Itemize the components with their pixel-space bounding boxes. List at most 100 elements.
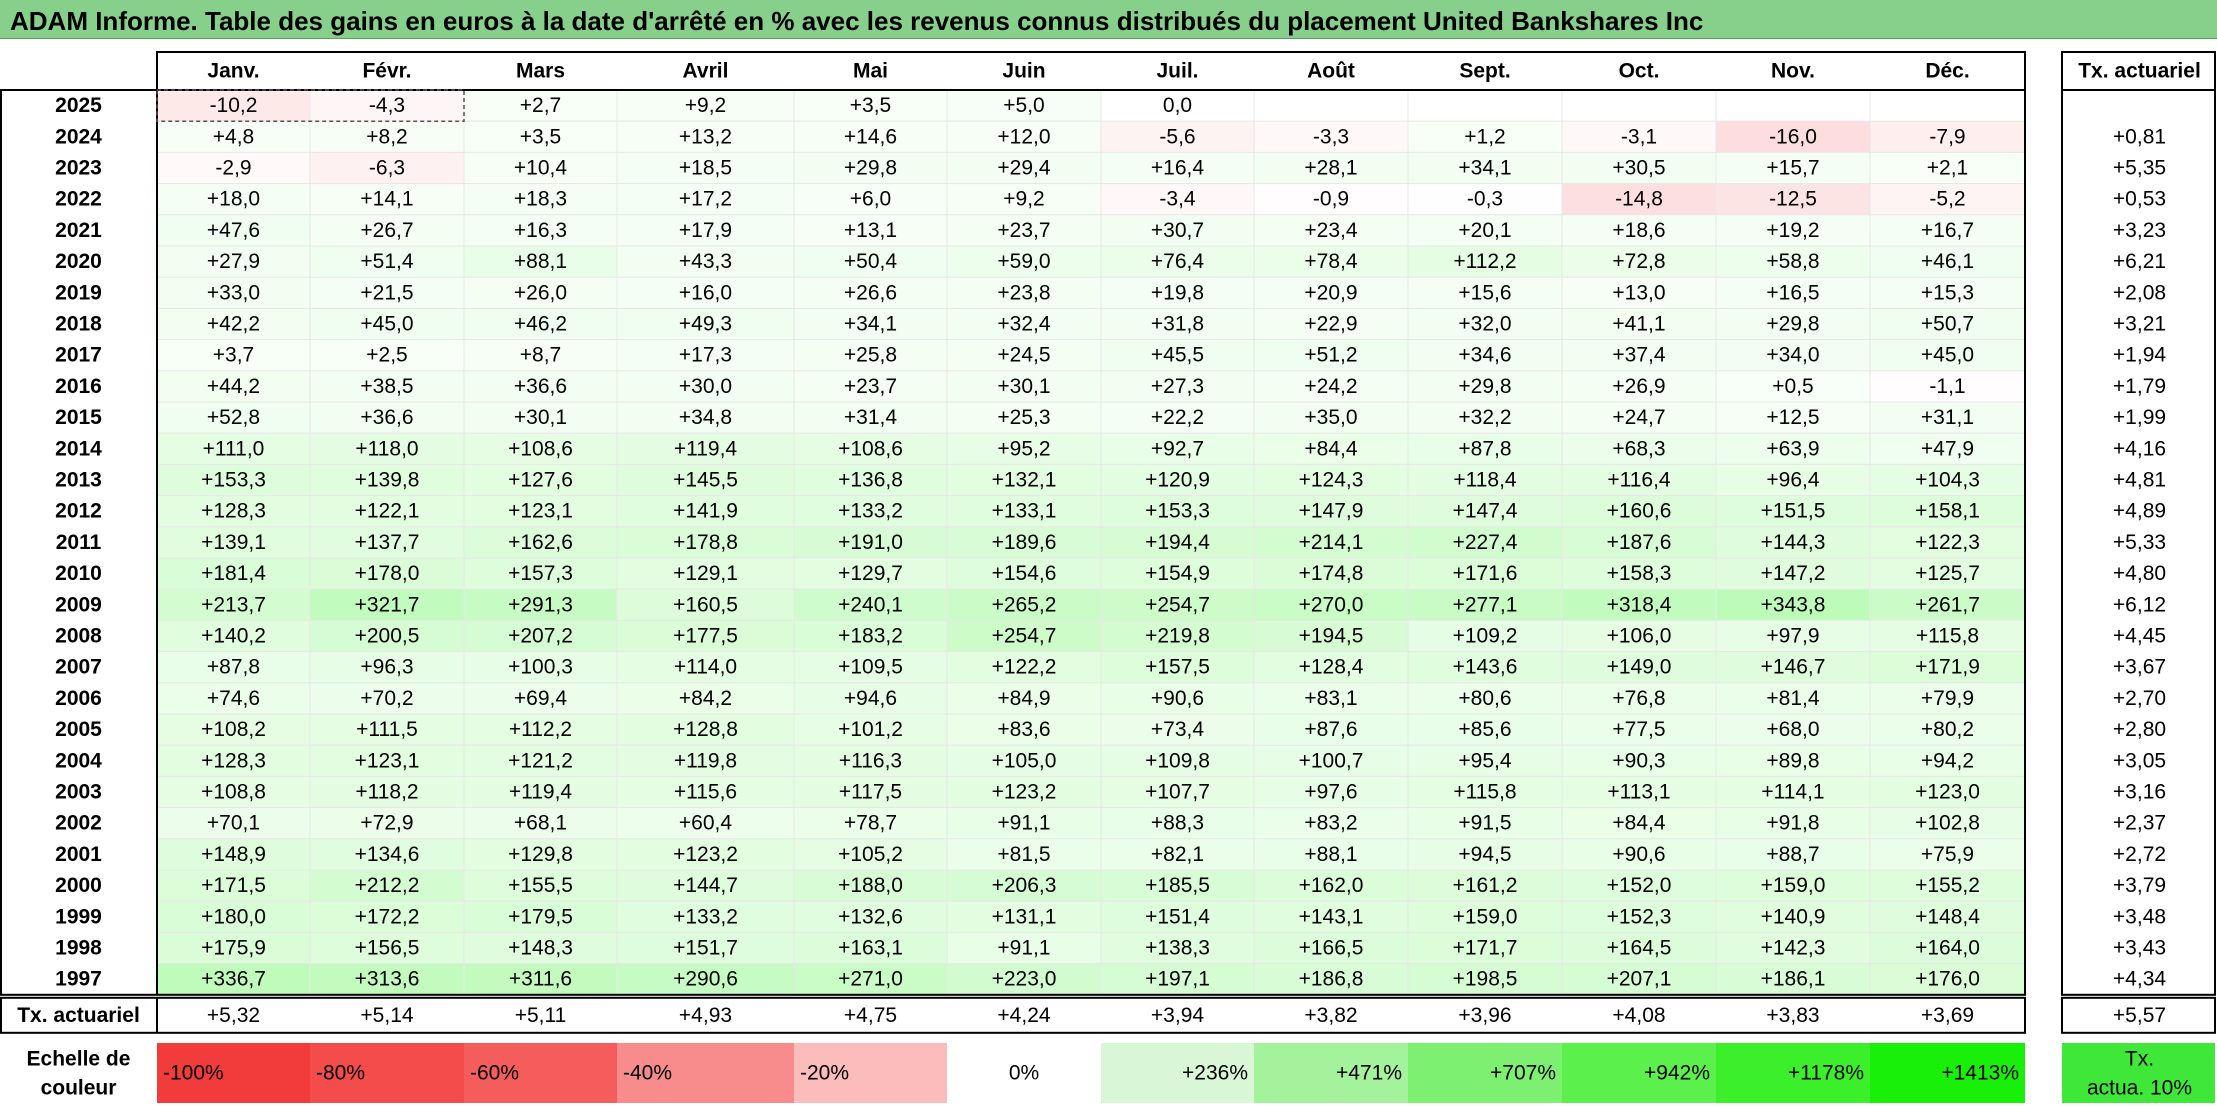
cell: [309, 744, 465, 777]
cell: [1100, 120, 1255, 153]
cell-value: +140,2: [201, 625, 266, 648]
row-rate: +6,21: [2113, 250, 2166, 273]
scale-label-item-1: -80%: [316, 1062, 365, 1085]
cell-value: +123,2: [992, 781, 1057, 804]
cell-value: +147,2: [1761, 562, 1826, 585]
cell-value: +59,0: [997, 250, 1050, 273]
cell-value: +78,7: [844, 812, 897, 835]
row-year: 2009: [55, 593, 102, 616]
cell: [946, 432, 1102, 465]
cell-value: +212,2: [355, 874, 420, 897]
cell: [1561, 89, 1717, 122]
cell-value: +158,1: [1915, 500, 1980, 523]
cell-value: +161,2: [1453, 874, 1518, 897]
cell: [1869, 682, 2026, 715]
cell: [946, 588, 1102, 621]
cell-value: +18,6: [1612, 219, 1665, 242]
footer-value-9: +4,08: [1612, 1004, 1665, 1027]
cell: [309, 276, 465, 309]
cell: [1253, 900, 1409, 933]
cell-value: +171,6: [1453, 562, 1518, 585]
row-year: 2016: [55, 375, 102, 398]
row-rate: +3,16: [2113, 781, 2166, 804]
cell: [309, 339, 465, 372]
cell-value: +94,5: [1458, 843, 1511, 866]
scale-swatch-6: [1101, 1043, 1254, 1103]
cell-value: +125,7: [1915, 562, 1980, 585]
footer-value-10: +3,83: [1766, 1004, 1819, 1027]
cell-value: +78,4: [1304, 250, 1357, 273]
cell-value: +128,3: [201, 500, 266, 523]
cell-value: +116,3: [839, 749, 902, 772]
cell: [946, 120, 1102, 153]
cell-value: +113,1: [1607, 781, 1670, 804]
cell-value: +10,4: [514, 157, 567, 180]
cell: [1100, 557, 1255, 590]
cell-value: +174,8: [1299, 562, 1364, 585]
cell: [463, 775, 618, 809]
cell: [946, 307, 1102, 341]
scale-label-item-7: +471%: [1336, 1062, 1402, 1085]
cell: [1561, 276, 1717, 309]
cell: [1253, 557, 1409, 590]
cell-value: +108,6: [838, 437, 903, 460]
cell-value: +14,1: [360, 188, 413, 211]
cell: [1100, 869, 1255, 902]
cell: [1715, 276, 1871, 309]
cell: [793, 120, 948, 153]
cell-value: +30,5: [1612, 157, 1665, 180]
cell-value: +9,2: [1003, 188, 1044, 211]
cell-value: +318,4: [1607, 593, 1672, 616]
month-header-4: Mai: [853, 60, 888, 83]
rate-column-border: [2061, 89, 2216, 996]
cell: [463, 713, 618, 746]
cell: [1100, 744, 1255, 777]
cell-value: +94,2: [1921, 749, 1974, 772]
scale-label-item-3: -40%: [623, 1062, 672, 1085]
cell-value: +50,7: [1921, 313, 1974, 336]
cell-value: +37,4: [1612, 344, 1665, 367]
cell-value: +119,4: [509, 781, 573, 804]
cell-value: +140,9: [1761, 905, 1826, 928]
cell-value: +45,0: [360, 313, 413, 336]
row-rate: +2,72: [2113, 843, 2166, 866]
cell: [309, 120, 465, 153]
cell: [946, 214, 1102, 247]
cell: [1253, 370, 1409, 403]
month-header-6: Juil.: [1156, 60, 1198, 83]
cell: [463, 151, 618, 185]
cell: [793, 463, 948, 497]
cell: [1253, 214, 1409, 247]
cell: [1100, 245, 1255, 278]
cell-value: +96,3: [360, 656, 413, 679]
cell-value: +162,6: [508, 531, 573, 554]
cell: [1407, 931, 1563, 965]
cell-value: +30,7: [1151, 219, 1204, 242]
cell-value: +23,4: [1304, 219, 1357, 242]
cell-value: +75,9: [1921, 843, 1974, 866]
cell-value: +147,9: [1299, 500, 1364, 523]
cell-value: +13,0: [1612, 281, 1665, 304]
cell-value: +116,4: [1607, 469, 1671, 492]
row-year: 2014: [55, 437, 102, 460]
row-rate: +3,05: [2113, 749, 2166, 772]
cell-value: +25,3: [997, 406, 1050, 429]
cell-value: +17,2: [679, 188, 732, 211]
cell-value: +115,8: [1916, 625, 1979, 648]
cell-value: +119,4: [674, 437, 738, 460]
cell: [1715, 120, 1871, 153]
cell-value: +4,8: [213, 125, 254, 148]
cell: [793, 775, 948, 809]
cell: [1407, 214, 1563, 247]
cell-value: +118,4: [1453, 469, 1517, 492]
cell-value: +112,2: [509, 718, 572, 741]
cell: [1100, 931, 1255, 965]
cell-value: +265,2: [992, 593, 1057, 616]
cell: [616, 651, 795, 684]
cell-value: +30,1: [997, 375, 1050, 398]
cell: [1869, 151, 2026, 185]
cell-value: +183,2: [838, 625, 903, 648]
cell-value: +105,2: [838, 843, 903, 866]
row-rate: +2,08: [2113, 281, 2166, 304]
cell: [1715, 963, 1871, 996]
